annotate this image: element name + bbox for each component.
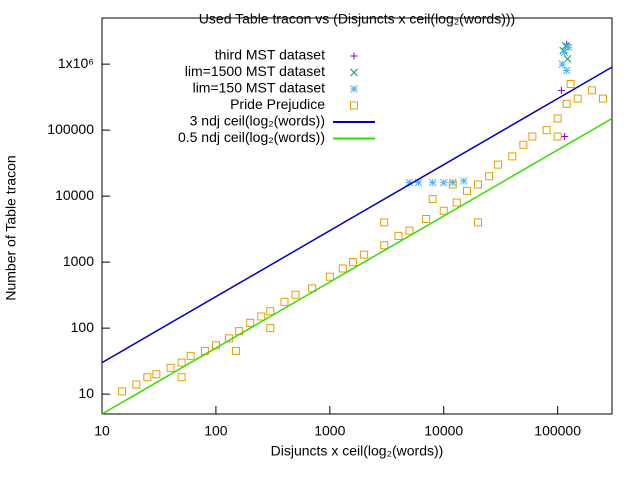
point [459, 177, 468, 185]
x-tick-label: 100 [204, 423, 228, 439]
point [428, 195, 437, 204]
point [118, 387, 127, 396]
chart-title: Used Table tracon vs (Disjuncts x ceil(l… [199, 11, 515, 27]
y-tick-label: 10000 [55, 187, 94, 203]
point [422, 215, 431, 224]
point [200, 347, 209, 356]
point [562, 66, 571, 75]
point [561, 133, 569, 141]
legend-label: 3 ndj ceil(log₂(words)) [190, 113, 325, 129]
point [266, 307, 275, 316]
point [474, 218, 483, 227]
point [553, 114, 562, 123]
y-tick-label: 10 [78, 385, 94, 401]
point [186, 351, 195, 360]
point [542, 126, 551, 135]
point [566, 80, 575, 88]
point [349, 258, 358, 267]
point [143, 373, 152, 382]
point [338, 264, 347, 273]
point [439, 206, 448, 215]
point [448, 180, 457, 189]
point [152, 370, 161, 379]
legend-label: 0.5 ndj ceil(log₂(words)) [178, 129, 325, 145]
point [235, 327, 244, 336]
point [280, 297, 289, 306]
legend-swatch [350, 101, 358, 110]
point [380, 241, 389, 250]
point [257, 312, 266, 321]
point [266, 324, 275, 333]
x-tick-label: 1000 [314, 423, 345, 439]
legend-label: third MST dataset [215, 47, 325, 63]
legend-label: Pride Prejudice [230, 96, 325, 112]
point [564, 43, 573, 52]
point [166, 363, 175, 372]
x-tick-label: 100000 [534, 423, 581, 439]
point [211, 341, 220, 350]
point [560, 48, 569, 57]
fit-line [101, 117, 613, 415]
point [448, 178, 457, 187]
point [452, 198, 461, 207]
point [177, 373, 186, 382]
point [325, 272, 334, 281]
point [528, 132, 537, 141]
point [562, 99, 571, 108]
plot-frame [101, 17, 613, 415]
y-tick-label: 100000 [47, 121, 94, 137]
legend-swatch [350, 52, 358, 60]
y-tick-label: 100 [71, 319, 95, 335]
point [557, 86, 565, 94]
point [553, 132, 562, 141]
legend-label: lim=150 MST dataset [193, 80, 326, 96]
point [380, 218, 389, 227]
point [224, 334, 233, 343]
point [428, 178, 437, 187]
point [485, 172, 494, 181]
x-axis-label: Disjuncts x ceil(log₂(words)) [271, 443, 444, 459]
point [598, 94, 607, 103]
fit-line [101, 66, 613, 364]
point [519, 140, 528, 149]
point [394, 231, 403, 240]
point [587, 86, 596, 95]
x-tick-label: 10000 [424, 423, 463, 439]
point [177, 358, 186, 367]
point [494, 160, 503, 169]
x-tick-label: 10 [94, 423, 110, 439]
point [246, 318, 255, 327]
point [462, 186, 471, 195]
y-tick-label: 1x10⁶ [58, 55, 94, 71]
legend-swatch [350, 85, 358, 93]
y-axis-label: Number of Table tracon [3, 155, 19, 300]
legend-swatch [350, 68, 358, 77]
point [558, 60, 567, 68]
point [231, 347, 240, 356]
point [132, 380, 141, 389]
point [360, 250, 369, 259]
point [405, 226, 414, 235]
legend-label: lim=1500 MST dataset [185, 63, 325, 79]
point [308, 284, 317, 293]
point [291, 290, 300, 299]
point [414, 178, 423, 187]
point [573, 94, 582, 103]
point [474, 180, 483, 189]
y-tick-label: 1000 [63, 253, 94, 269]
point [439, 178, 448, 187]
point [508, 152, 517, 161]
point [405, 178, 414, 187]
